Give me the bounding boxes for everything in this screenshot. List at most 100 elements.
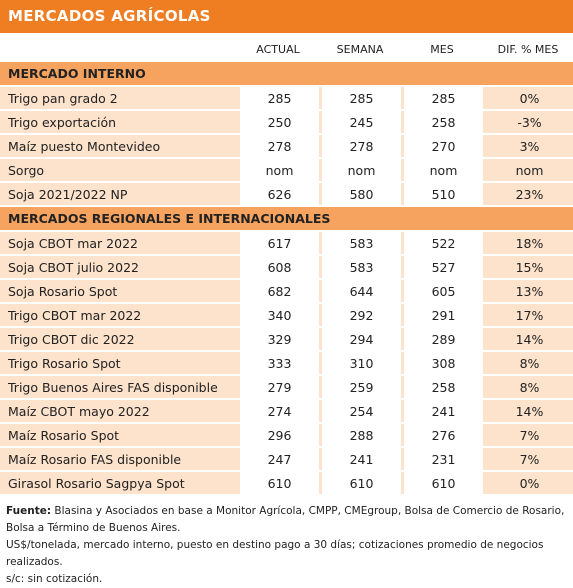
data-row: Soja Rosario Spot 682 644 605 13% (0, 280, 573, 302)
value-cell: 0% (483, 87, 573, 109)
row-label: Maíz puesto Montevideo (0, 135, 237, 157)
section-row: MERCADO INTERNO (0, 62, 573, 85)
value-cell: 3% (483, 135, 573, 157)
value-cell: 23% (483, 183, 573, 205)
value-cell: 644 (319, 280, 401, 302)
value-cell: nom (401, 159, 483, 181)
value-cell: 258 (401, 376, 483, 398)
value-cell: 583 (319, 256, 401, 278)
data-row: Sorgo nom nom nom nom (0, 159, 573, 181)
source-label: Fuente: (6, 505, 52, 517)
section-title: MERCADO INTERNO (0, 62, 573, 85)
row-label: Girasol Rosario Sagpya Spot (0, 472, 237, 494)
column-header: SEMANA (336, 42, 384, 56)
footer: Fuente: Blasina y Asociados en base a Mo… (6, 503, 566, 588)
data-row: Maíz puesto Montevideo 278 278 270 3% (0, 135, 573, 157)
data-row: Soja CBOT julio 2022 608 583 527 15% (0, 256, 573, 278)
legend: s/c: sin cotización. (6, 573, 103, 585)
data-row: Maíz Rosario FAS disponible 247 241 231 7% (0, 448, 573, 470)
value-cell: 605 (401, 280, 483, 302)
value-cell: 241 (401, 400, 483, 422)
value-cell: 254 (319, 400, 401, 422)
value-cell: 241 (319, 448, 401, 470)
value-cell: 583 (319, 232, 401, 254)
value-cell: 18% (483, 232, 573, 254)
value-cell: 13% (483, 280, 573, 302)
column-header: ACTUAL (256, 42, 300, 56)
data-row: Girasol Rosario Sagpya Spot 610 610 610 0% (0, 472, 573, 494)
row-label: Trigo Buenos Aires FAS disponible (0, 376, 237, 398)
value-cell: 285 (237, 87, 319, 109)
value-cell: 285 (319, 87, 401, 109)
row-label: Maíz CBOT mayo 2022 (0, 400, 237, 422)
value-cell: 231 (401, 448, 483, 470)
row-label: Soja CBOT julio 2022 (0, 256, 237, 278)
header-cell (0, 38, 237, 60)
row-label: Sorgo (0, 159, 237, 181)
value-cell: 279 (237, 376, 319, 398)
row-label: Trigo exportación (0, 111, 237, 133)
value-cell: 0% (483, 472, 573, 494)
value-cell: nom (483, 159, 573, 181)
value-cell: 294 (319, 328, 401, 350)
value-cell: 289 (401, 328, 483, 350)
value-cell: 278 (319, 135, 401, 157)
value-cell: 308 (401, 352, 483, 374)
value-cell: 7% (483, 448, 573, 470)
value-cell: 285 (401, 87, 483, 109)
value-cell: 247 (237, 448, 319, 470)
value-cell: 310 (319, 352, 401, 374)
data-row: Maíz Rosario Spot 296 288 276 7% (0, 424, 573, 446)
value-cell: 278 (237, 135, 319, 157)
data-row: Trigo Rosario Spot 333 310 308 8% (0, 352, 573, 374)
value-cell: 270 (401, 135, 483, 157)
value-cell: 610 (401, 472, 483, 494)
value-cell: nom (237, 159, 319, 181)
header-row: ACTUAL SEMANA MES DIF. % MES (0, 38, 573, 60)
value-cell: 14% (483, 400, 573, 422)
value-cell: 610 (237, 472, 319, 494)
section-title: MERCADOS REGIONALES E INTERNACIONALES (0, 207, 573, 230)
value-cell: 17% (483, 304, 573, 326)
value-cell: 291 (401, 304, 483, 326)
value-cell: 510 (401, 183, 483, 205)
row-label: Maíz Rosario FAS disponible (0, 448, 237, 470)
value-cell: 682 (237, 280, 319, 302)
value-cell: 522 (401, 232, 483, 254)
value-cell: 245 (319, 111, 401, 133)
value-cell: 8% (483, 352, 573, 374)
row-label: Maíz Rosario Spot (0, 424, 237, 446)
value-cell: -3% (483, 111, 573, 133)
value-cell: 276 (401, 424, 483, 446)
value-cell: 14% (483, 328, 573, 350)
data-row: Trigo CBOT mar 2022 340 292 291 17% (0, 304, 573, 326)
data-row: Trigo exportación 250 245 258 -3% (0, 111, 573, 133)
source: Fuente: Blasina y Asociados en base a Mo… (6, 503, 566, 537)
title: MERCADOS AGRÍCOLAS (0, 0, 573, 33)
column-header: MES (430, 42, 454, 56)
value-cell: 296 (237, 424, 319, 446)
value-cell: 608 (237, 256, 319, 278)
data-row: Soja CBOT mar 2022 617 583 522 18% (0, 232, 573, 254)
value-cell: 250 (237, 111, 319, 133)
row-label: Soja Rosario Spot (0, 280, 237, 302)
column-header: DIF. % MES (497, 42, 559, 56)
data-row: Trigo Buenos Aires FAS disponible 279 259 2… (0, 376, 573, 398)
value-cell: nom (319, 159, 401, 181)
value-cell: 333 (237, 352, 319, 374)
source-text: Blasina y Asociados en base a Monitor Ag… (6, 505, 565, 534)
value-cell: 8% (483, 376, 573, 398)
data-row: Soja 2021/2022 NP 626 580 510 23% (0, 183, 573, 205)
value-cell: 626 (237, 183, 319, 205)
row-label: Soja CBOT mar 2022 (0, 232, 237, 254)
row-label: Trigo CBOT dic 2022 (0, 328, 237, 350)
value-cell: 617 (237, 232, 319, 254)
value-cell: 258 (401, 111, 483, 133)
data-row: Trigo pan grado 2 285 285 285 0% (0, 87, 573, 109)
value-cell: 274 (237, 400, 319, 422)
value-cell: 259 (319, 376, 401, 398)
value-cell: 527 (401, 256, 483, 278)
note: US$/tonelada, mercado interno, puesto en… (6, 539, 544, 568)
row-label: Trigo Rosario Spot (0, 352, 237, 374)
